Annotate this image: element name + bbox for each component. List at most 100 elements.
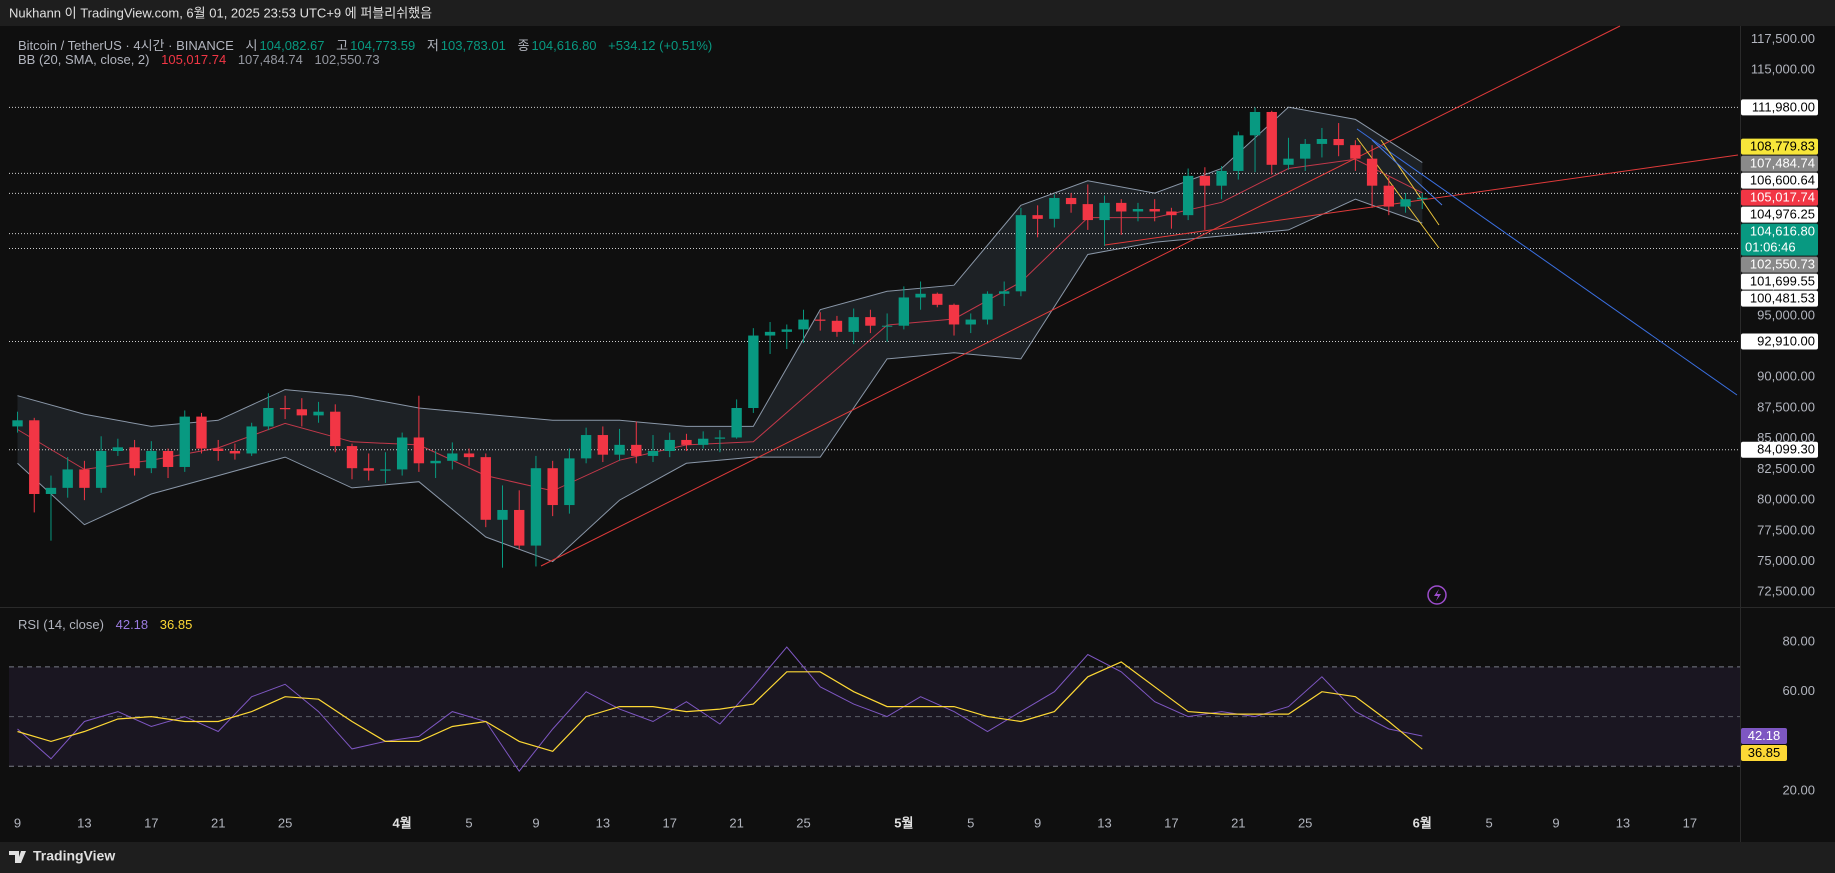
y-tick-label: 95,000.00 xyxy=(1757,307,1815,322)
candle-body xyxy=(296,409,308,416)
main-legend: Bitcoin / TetherUS · 4시간 · BINANCE 시 104,… xyxy=(18,35,714,54)
candle-body xyxy=(346,446,358,469)
candle-body xyxy=(1099,202,1110,221)
candle-body xyxy=(229,451,241,454)
bb-value: 102,550.73 xyxy=(314,52,380,67)
y-tick-label: 20.00 xyxy=(1782,783,1815,798)
x-tick-label: 9 xyxy=(14,815,21,830)
bb-value: 105,017.74 xyxy=(161,52,227,67)
candle-body xyxy=(781,329,792,332)
x-tick-label: 13 xyxy=(77,815,91,830)
rsi-value: 42.18 xyxy=(115,617,149,632)
candle-body xyxy=(95,451,107,488)
y-tick-label: 75,000.00 xyxy=(1757,553,1815,568)
rsi-layer xyxy=(9,646,1740,773)
candle-body xyxy=(196,416,207,449)
header-title: Nukhann 이 TradingView.com, 6월 01, 2025 2… xyxy=(9,5,432,20)
y-tick-label: 80.00 xyxy=(1782,633,1815,648)
candle-body xyxy=(731,408,742,438)
rsi-value-label: 36.85 xyxy=(1748,745,1781,760)
candle-body xyxy=(497,509,508,520)
candles-layer xyxy=(12,107,1428,568)
candle-body xyxy=(664,439,675,452)
x-tick-label: 21 xyxy=(729,815,743,830)
rsi-line xyxy=(17,646,1423,773)
candle-body xyxy=(1283,158,1294,165)
candle-body xyxy=(597,435,609,455)
price-label: 104,616.80 xyxy=(1750,224,1815,239)
candle-body xyxy=(547,468,558,506)
candle-body xyxy=(279,408,291,410)
price-label-box xyxy=(1741,99,1818,116)
candle-body xyxy=(1350,145,1361,159)
candle-body xyxy=(430,460,441,464)
price-label: 92,910.00 xyxy=(1757,333,1815,348)
alert-icon[interactable] xyxy=(1427,585,1447,605)
x-tick-label: 13 xyxy=(1616,815,1630,830)
candle-body xyxy=(865,317,876,326)
candle-body xyxy=(179,416,190,467)
price-label-box xyxy=(1741,206,1818,223)
candle-body xyxy=(213,448,224,452)
candle-body xyxy=(1082,204,1093,221)
x-tick-label: 9 xyxy=(1552,815,1559,830)
x-tick-label: 21 xyxy=(1231,815,1245,830)
candle-body xyxy=(580,435,592,459)
candle-body xyxy=(1149,209,1160,212)
brand-logo xyxy=(9,851,26,863)
rsi-legend: RSI (14, close) 42.18 36.85 xyxy=(18,617,194,632)
x-tick-label: 9 xyxy=(1034,815,1041,830)
x-tick-label: 13 xyxy=(596,815,610,830)
rsi-title: RSI (14, close) xyxy=(18,617,104,632)
price-label-box xyxy=(1741,172,1818,189)
x-tick-label: 17 xyxy=(1164,815,1178,830)
candle-body xyxy=(898,297,910,326)
header-bar xyxy=(0,0,1835,26)
y-tick-label: 82,500.00 xyxy=(1757,461,1815,476)
y-tick-label: 60.00 xyxy=(1782,683,1815,698)
y-tick-label: 90,000.00 xyxy=(1757,369,1815,384)
x-tick-label: 9 xyxy=(532,815,539,830)
candle-body xyxy=(564,458,575,506)
candle-body xyxy=(380,469,391,471)
candle-body xyxy=(330,411,341,447)
candle-body xyxy=(631,444,642,456)
price-label: 100,481.53 xyxy=(1750,291,1815,306)
ohlc-key: 고 xyxy=(336,38,349,53)
candle-body xyxy=(1182,175,1194,216)
candle-body xyxy=(1116,202,1127,212)
candle-body xyxy=(146,451,157,469)
candle-body xyxy=(982,293,993,320)
price-label: 102,550.73 xyxy=(1750,257,1815,272)
trend-line xyxy=(540,25,1621,567)
candle-body xyxy=(62,469,73,488)
candle-body xyxy=(948,304,960,325)
candle-body xyxy=(1366,158,1378,186)
candle-body xyxy=(614,444,625,455)
candle-body xyxy=(1199,175,1211,186)
rsi-value-box xyxy=(1741,727,1787,744)
ohlc-key: 종 xyxy=(517,38,530,53)
candle-body xyxy=(1400,199,1411,207)
candle-body xyxy=(831,320,843,332)
price-label-box xyxy=(1741,138,1818,155)
candle-body xyxy=(1132,209,1144,212)
candle-body xyxy=(1417,197,1428,200)
candle-body xyxy=(1049,197,1060,219)
candle-body xyxy=(1216,170,1227,186)
x-tick-label: 17 xyxy=(144,815,158,830)
price-label-box xyxy=(1741,223,1818,256)
candle-body xyxy=(848,317,859,332)
countdown: 01:06:46 xyxy=(1745,240,1796,255)
channel-line xyxy=(1380,139,1440,226)
footer-bar xyxy=(0,842,1835,873)
ohlc-value: 104,773.59 xyxy=(350,38,416,53)
candle-body xyxy=(363,468,374,471)
candle-body xyxy=(681,439,692,445)
candle-body xyxy=(1166,211,1177,216)
x-tick-label: 17 xyxy=(662,815,676,830)
y-tick-label: 117,500.00 xyxy=(1751,31,1815,46)
brand-name: TradingView xyxy=(33,848,115,864)
x-tick-label: 25 xyxy=(796,815,810,830)
